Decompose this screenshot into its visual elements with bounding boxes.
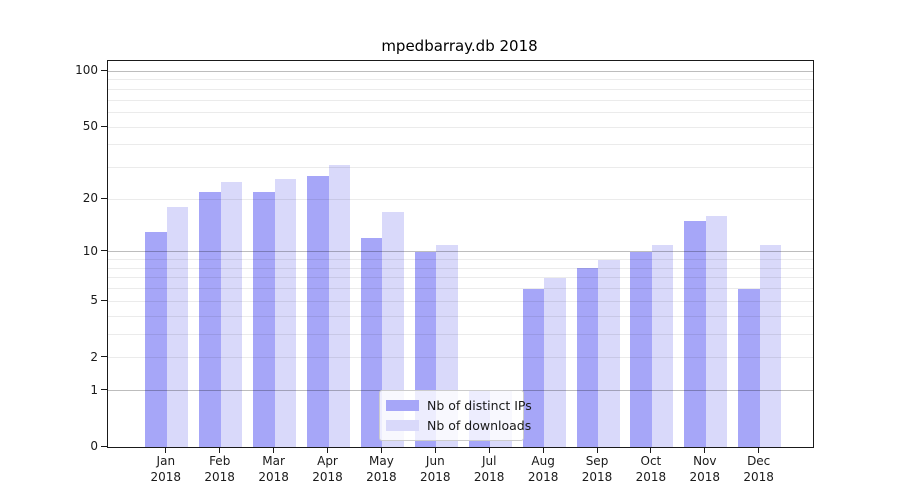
gridline-80: [108, 88, 813, 90]
x-tick-mark-apr: [327, 447, 328, 453]
bar-sep-downloads: [598, 259, 620, 447]
x-tick-label-feb: Feb 2018: [204, 454, 235, 484]
x-tick-label-dec: Dec 2018: [743, 454, 774, 484]
gridline-30: [108, 167, 813, 169]
chart-title: mpedbarray.db 2018: [381, 37, 538, 55]
gridline-40: [108, 144, 813, 146]
bar-dec-distinct-ips: [738, 288, 760, 447]
x-tick-mark-aug: [542, 447, 544, 453]
gridline-7: [108, 277, 813, 279]
y-tick-mark-1: [101, 389, 107, 391]
x-tick-label-oct: Oct 2018: [635, 454, 667, 484]
y-tick-mark-0: [101, 445, 107, 447]
plot-area: [107, 60, 814, 448]
gridline-50: [108, 126, 813, 128]
gridline-10: [108, 251, 813, 253]
bar-dec-downloads: [759, 244, 782, 447]
gridline-60: [108, 111, 813, 113]
y-tick-label-50: 50: [82, 119, 98, 134]
x-tick-mark-nov: [704, 447, 706, 453]
gridline-4: [108, 315, 813, 317]
bar-apr-downloads: [328, 164, 350, 447]
gridline-9: [108, 259, 813, 261]
gridline-6: [108, 288, 813, 290]
gridline-20: [108, 198, 813, 200]
y-tick-label-10: 10: [82, 243, 98, 258]
bar-feb-distinct-ips: [199, 191, 221, 447]
y-tick-label-0: 0: [90, 439, 98, 453]
x-tick-label-may: May 2018: [366, 454, 397, 484]
bar-mar-downloads: [274, 178, 297, 447]
bar-may-distinct-ips: [360, 238, 383, 447]
bar-oct-downloads: [651, 244, 674, 447]
y-tick-mark-2: [101, 356, 107, 358]
y-tick-label-100: 100: [75, 63, 98, 78]
gridline-5: [108, 300, 813, 302]
y-tick-mark-10: [101, 250, 107, 252]
gridline-100: [108, 70, 813, 72]
x-tick-label-mar: Mar 2018: [258, 454, 289, 484]
legend-swatch-distinct-ips: [386, 400, 419, 411]
bar-oct-distinct-ips: [630, 251, 652, 447]
y-tick-mark-100: [101, 69, 107, 71]
bar-nov-downloads: [705, 216, 728, 447]
x-tick-mark-dec: [758, 447, 760, 453]
x-tick-mark-jun: [434, 447, 436, 453]
legend-swatch-downloads: [386, 420, 419, 431]
legend: Nb of distinct IPs Nb of downloads: [379, 390, 532, 441]
gridline-70: [108, 99, 813, 101]
x-tick-label-jan: Jan 2018: [150, 454, 182, 484]
x-tick-mark-oct: [650, 447, 652, 453]
gridline-8: [108, 267, 813, 269]
y-tick-label-2: 2: [90, 349, 98, 364]
legend-entry-distinct-ips: Nb of distinct IPs: [386, 398, 532, 413]
y-tick-label-20: 20: [82, 191, 98, 206]
y-tick-mark-20: [101, 197, 107, 199]
x-tick-mark-feb: [219, 447, 221, 453]
x-tick-mark-sep: [596, 447, 598, 453]
x-tick-label-jul: Jul 2018: [473, 454, 505, 484]
bar-may-downloads: [382, 211, 404, 447]
gridline-2: [108, 357, 813, 359]
legend-label-downloads: Nb of downloads: [427, 418, 532, 433]
legend-entry-downloads: Nb of downloads: [386, 418, 531, 433]
x-tick-mark-may: [380, 447, 382, 453]
x-tick-label-nov: Nov 2018: [689, 454, 721, 484]
bar-sep-distinct-ips: [576, 268, 598, 447]
x-tick-mark-mar: [273, 447, 275, 453]
x-tick-mark-jan: [165, 447, 167, 453]
gridline-90: [108, 79, 813, 81]
x-tick-label-apr: Apr 2018: [312, 454, 343, 484]
y-tick-label-5: 5: [90, 293, 98, 308]
bar-jan-downloads: [166, 207, 189, 447]
y-tick-label-1: 1: [90, 382, 98, 397]
x-tick-label-sep: Sep 2018: [581, 454, 613, 484]
bar-aug-distinct-ips: [522, 288, 545, 447]
bar-feb-downloads: [220, 181, 243, 447]
y-tick-mark-5: [101, 299, 107, 301]
bar-nov-distinct-ips: [684, 221, 706, 447]
bar-mar-distinct-ips: [253, 191, 275, 447]
x-tick-label-aug: Aug 2018: [527, 454, 559, 484]
bar-jan-distinct-ips: [145, 232, 167, 447]
gridline-3: [108, 333, 813, 335]
bar-apr-distinct-ips: [307, 175, 329, 447]
y-tick-mark-50: [101, 125, 107, 127]
legend-label-distinct-ips: Nb of distinct IPs: [427, 398, 532, 413]
x-tick-label-jun: Jun 2018: [420, 454, 451, 484]
x-tick-mark-jul: [488, 447, 490, 453]
bar-aug-downloads: [544, 277, 566, 447]
